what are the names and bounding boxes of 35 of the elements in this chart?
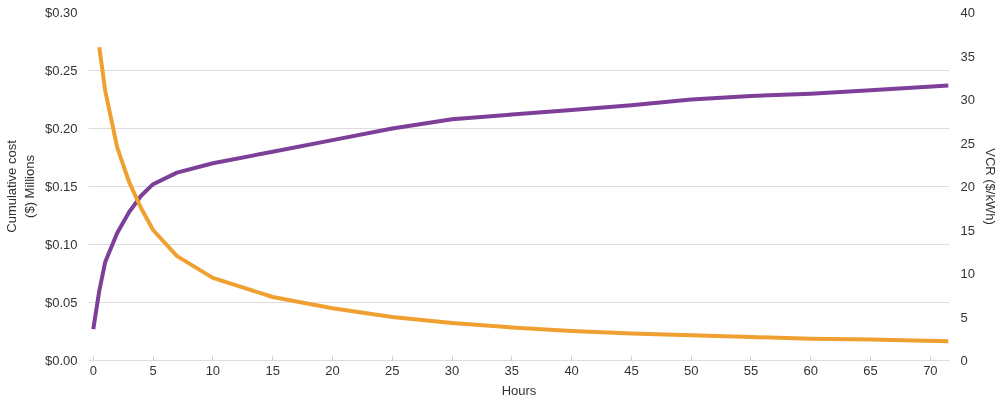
y-tick-label: $0.05 — [44, 295, 78, 310]
x-tick-label: 55 — [743, 362, 759, 378]
y2-tick-label: 5 — [960, 309, 968, 325]
y2-tick-label: 40 — [960, 5, 975, 20]
x-tick-label: 35 — [504, 362, 520, 378]
x-tick-label: 50 — [683, 362, 699, 378]
x-tick-label: 15 — [265, 362, 280, 378]
y2-tick-label: 25 — [960, 135, 975, 151]
y-tick-label: $0.25 — [44, 63, 78, 78]
y2-tick-label: 20 — [960, 179, 975, 194]
line-series — [97, 45, 950, 344]
x-tick-label: 70 — [923, 362, 938, 378]
x-tick-label: 60 — [803, 362, 819, 378]
y-tick-label: $0.30 — [44, 5, 78, 20]
y-tick-label: $0.00 — [44, 353, 78, 368]
x-tick-label: 0 — [89, 362, 97, 378]
x-tick-label: 10 — [205, 362, 221, 378]
x-tick-label: 40 — [564, 362, 579, 378]
line-series — [91, 83, 950, 332]
x-axis-title: Hours — [501, 382, 537, 398]
y2-axis-title: VCR ($/kWh) — [982, 148, 998, 225]
x-tick-label: 65 — [863, 362, 878, 378]
y-tick-label: $0.15 — [44, 179, 78, 194]
y-tick-label: $0.20 — [44, 121, 78, 136]
y2-tick-label: 10 — [960, 266, 975, 281]
x-tick-label: 30 — [444, 362, 460, 378]
x-tick-label: 25 — [385, 362, 400, 378]
y-tick-label: $0.10 — [44, 237, 78, 252]
x-tick-label: 20 — [325, 362, 340, 378]
x-tick-label: 45 — [624, 362, 639, 378]
x-tick-label: 5 — [149, 362, 157, 378]
y2-tick-label: 35 — [960, 48, 975, 64]
y-axis-title: Cumulative cost ($) Millions — [3, 139, 37, 233]
y2-tick-label: 15 — [960, 222, 975, 238]
y2-tick-label: 30 — [960, 92, 975, 107]
